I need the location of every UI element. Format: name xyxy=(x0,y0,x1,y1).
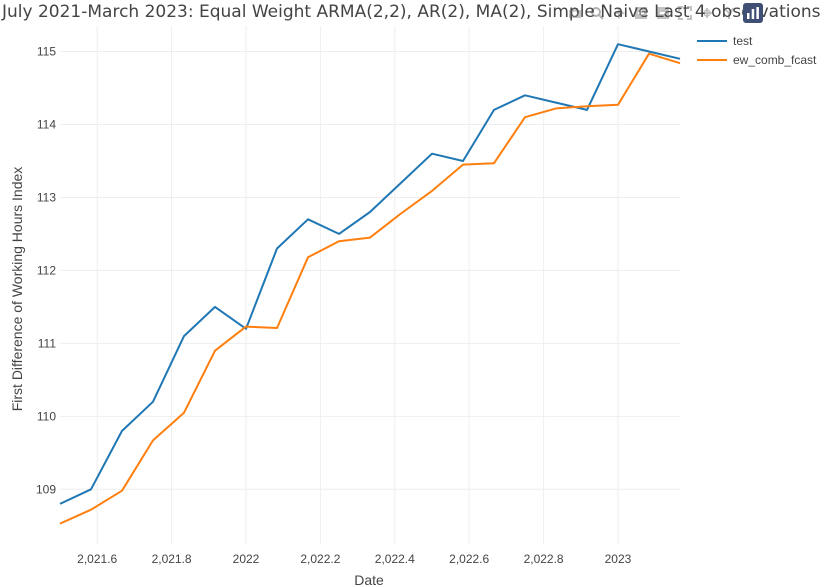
grid-lines xyxy=(60,26,680,544)
y-tick-labels: 109 110 111 112 113 114 115 xyxy=(36,45,56,497)
y-tick-label: 114 xyxy=(37,117,56,131)
x-axis-title: Date xyxy=(354,572,384,587)
autoscale-icon[interactable] xyxy=(676,4,694,22)
series-line-test xyxy=(59,43,681,505)
legend-label-test[interactable]: test xyxy=(733,34,753,48)
series-line-ew-comb-fcast xyxy=(59,52,681,525)
x-tick-labels: 2,021.6 2,021.8 2022 2,022.2 2,022.4 2,022.6 2… xyxy=(77,552,631,566)
y-tick-label: 110 xyxy=(37,409,56,423)
series-lines xyxy=(59,43,681,525)
zoom-in-icon[interactable] xyxy=(632,4,650,22)
y-tick-label: 109 xyxy=(36,482,56,496)
y-tick-label: 112 xyxy=(37,263,56,277)
x-tick-label: 2,022.8 xyxy=(524,552,564,566)
spike-lines-icon[interactable] xyxy=(720,4,738,22)
plotly-logo-icon[interactable] xyxy=(742,2,764,24)
x-tick-label: 2022 xyxy=(233,552,260,566)
legend-label-ew-comb-fcast[interactable]: ew_comb_fcast xyxy=(733,53,817,67)
y-axis-title: First Difference of Working Hours Index xyxy=(9,167,25,412)
x-tick-label: 2,021.8 xyxy=(152,552,192,566)
chart-title: July 2021-March 2023: Equal Weight ARMA(… xyxy=(1,2,821,22)
x-tick-label: 2,022.2 xyxy=(300,552,340,566)
pan-icon[interactable] xyxy=(610,4,628,22)
x-tick-label: 2,022.6 xyxy=(449,552,489,566)
legend[interactable]: test ew_comb_fcast xyxy=(697,34,817,67)
y-tick-label: 115 xyxy=(37,45,56,59)
modebar xyxy=(566,2,764,24)
zoom-icon[interactable] xyxy=(588,4,606,22)
y-tick-label: 113 xyxy=(37,190,56,204)
y-tick-label: 111 xyxy=(38,336,57,350)
zoom-out-icon[interactable] xyxy=(654,4,672,22)
x-tick-label: 2,022.4 xyxy=(375,552,415,566)
x-tick-label: 2,021.6 xyxy=(77,552,117,566)
x-tick-label: 2023 xyxy=(605,552,632,566)
camera-icon[interactable] xyxy=(566,4,584,22)
reset-axes-icon[interactable] xyxy=(698,4,716,22)
